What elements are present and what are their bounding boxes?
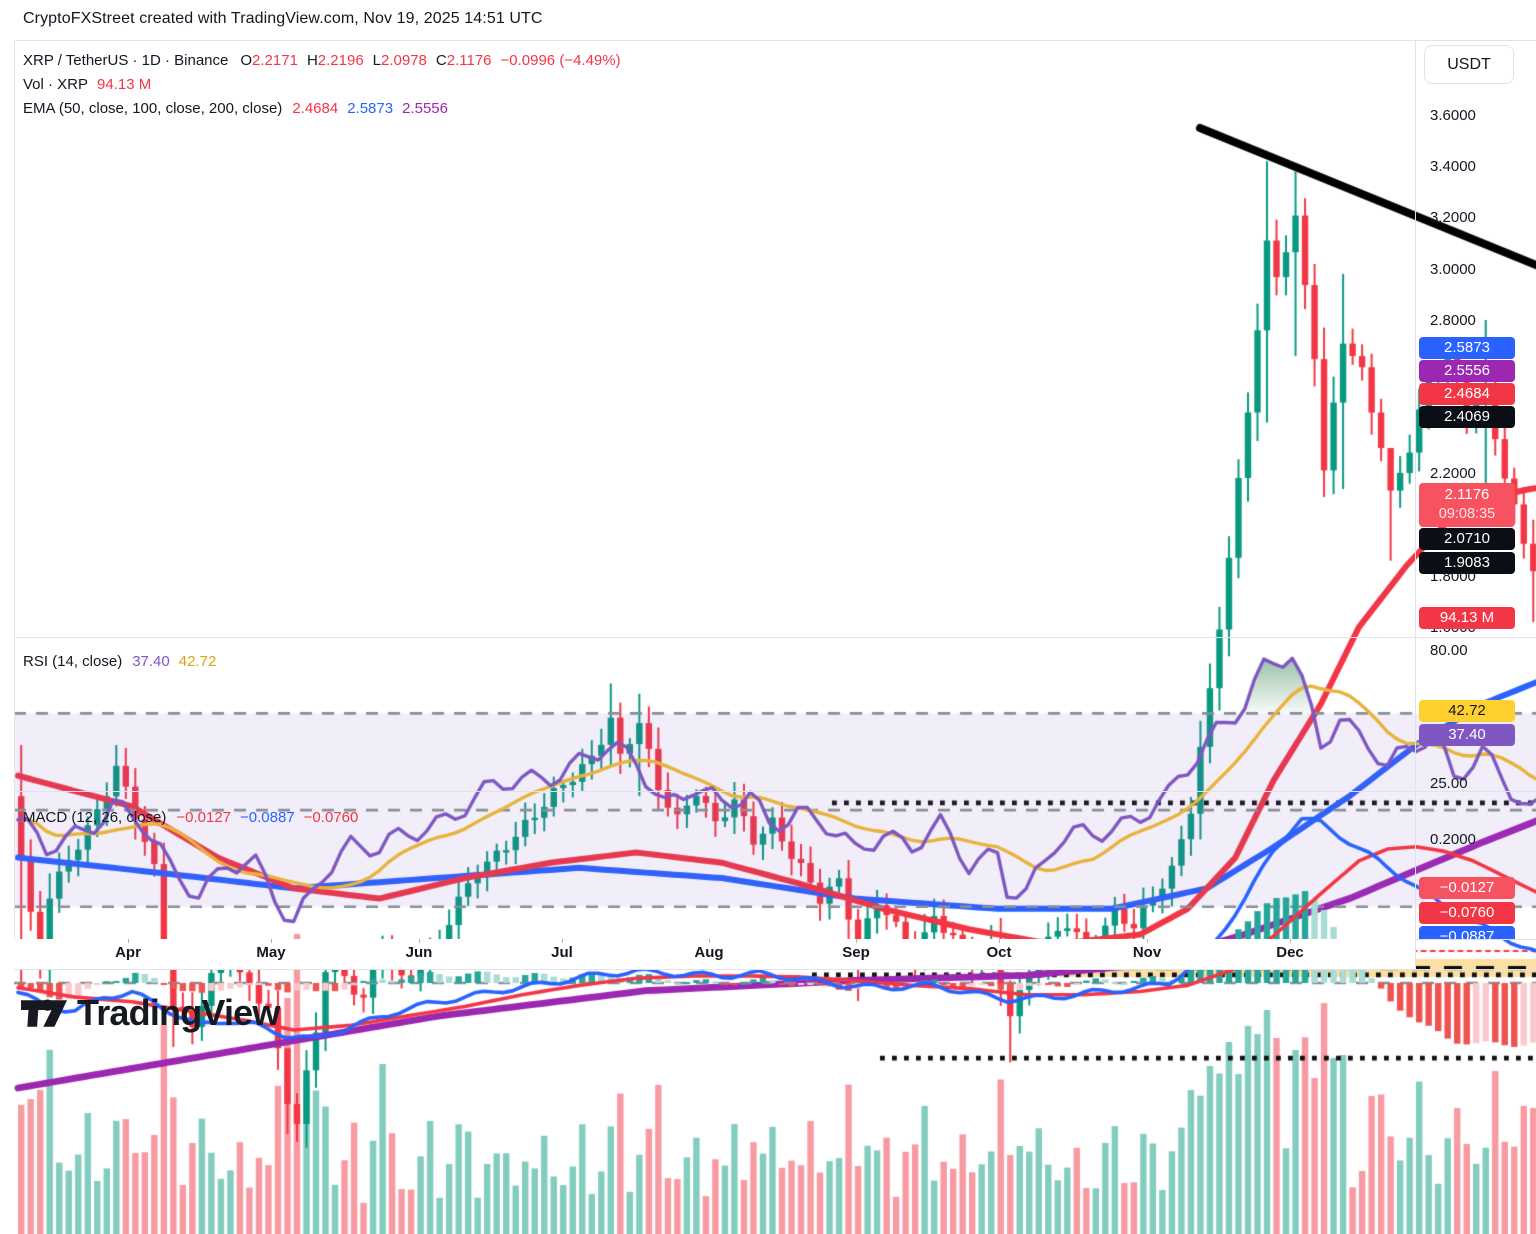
month-label-nov: Nov — [1132, 944, 1162, 961]
chart-top-border — [14, 40, 1536, 41]
month-tick — [271, 939, 272, 943]
price-badge: 94.13 M — [1419, 607, 1515, 629]
month-label-jun: Jun — [405, 944, 433, 961]
price-badge: 37.40 — [1419, 724, 1515, 746]
month-label-dec: Dec — [1276, 944, 1304, 961]
axis-tick-label: 3.0000 — [1430, 261, 1476, 278]
axis-tick-label: 3.4000 — [1430, 158, 1476, 175]
currency-toggle-button[interactable]: USDT — [1424, 45, 1514, 84]
month-tick — [999, 939, 1000, 943]
price-badge: 2.5556 — [1419, 360, 1515, 382]
axis-tick-label: 3.6000 — [1430, 107, 1476, 124]
axis-tick-label: 0.2000 — [1430, 831, 1476, 848]
price-badge: 2.0710 — [1419, 528, 1515, 550]
tradingview-logo-icon — [21, 999, 67, 1027]
axis-tick-label: 2.8000 — [1430, 312, 1476, 329]
price-badge: −0.0760 — [1419, 902, 1515, 924]
tradingview-logo[interactable]: TradingView — [21, 992, 280, 1034]
month-label-aug: Aug — [694, 944, 724, 961]
rsi-macd-separator[interactable] — [14, 791, 1536, 792]
price-badge: 2.1176 09:08:35 — [1419, 483, 1515, 527]
month-label-jul: Jul — [551, 944, 573, 961]
price-badge: −0.0887 — [1419, 926, 1515, 939]
axis-tick-label: 80.00 — [1430, 642, 1468, 659]
month-tick — [856, 939, 857, 943]
chart-left-border — [14, 40, 15, 969]
price-badge: 1.9083 — [1419, 552, 1515, 574]
time-axis[interactable]: Apr May Jun Jul Aug Sep Oct Nov Dec — [14, 939, 1415, 969]
axis-tick-label: 25.00 — [1430, 775, 1468, 792]
month-tick — [1290, 939, 1291, 943]
month-label-sep: Sep — [842, 944, 870, 961]
price-rsi-separator[interactable] — [14, 637, 1536, 638]
month-label-may: May — [256, 944, 286, 961]
month-tick — [562, 939, 563, 943]
price-badge: −0.0127 — [1419, 877, 1515, 899]
month-label-apr: Apr — [115, 944, 141, 961]
month-tick — [128, 939, 129, 943]
price-badge: 2.5873 — [1419, 337, 1515, 359]
month-tick — [1147, 939, 1148, 943]
chart-bottom-border — [14, 969, 1536, 970]
price-axis-border — [1415, 40, 1416, 969]
price-axis[interactable]: USDT 3.6000 3.4000 3.2000 3.0000 2.8000 2.200… — [1415, 40, 1536, 969]
price-badge: 2.4069 — [1419, 406, 1515, 428]
month-label-oct: Oct — [986, 944, 1012, 961]
axis-tick-label: 2.2000 — [1430, 465, 1476, 482]
axis-tick-container: 3.6000 3.4000 3.2000 3.0000 2.8000 2.2000 1.80… — [1415, 40, 1536, 939]
axis-tick-label: 3.2000 — [1430, 209, 1476, 226]
tradingview-logo-text: TradingView — [77, 992, 280, 1033]
price-badge: 42.72 — [1419, 700, 1515, 722]
month-tick — [709, 939, 710, 943]
attribution-text: CryptoFXStreet created with TradingView.… — [23, 10, 543, 27]
axis-badge-container: 2.5873 2.5556 2.4684 2.4069 2.1176 09:08:35 2.… — [1415, 40, 1536, 939]
month-tick — [419, 939, 420, 943]
price-badge: 2.4684 — [1419, 383, 1515, 405]
